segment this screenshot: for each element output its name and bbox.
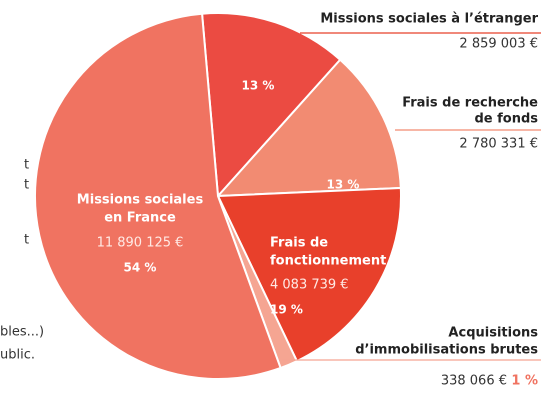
slice-name: Frais de [270, 236, 328, 251]
percent-label: 54 % [124, 261, 157, 275]
slice-name: d’immobilisations brutes [355, 343, 538, 358]
value-label: 338 066 € [441, 374, 507, 389]
value-label: 11 890 125 € [97, 236, 184, 251]
fragment: ublic. [0, 348, 35, 363]
percent-label: 19 % [270, 303, 303, 317]
slice-name: fonctionnement [270, 254, 386, 269]
slice-name: Acquisitions [448, 326, 538, 341]
value-label: 2 780 331 € [459, 137, 538, 152]
percent-label: 1 % [511, 374, 538, 389]
pie-slice [34, 12, 282, 380]
slice-name: de fonds [474, 112, 538, 127]
percent-label: 13 % [327, 178, 360, 192]
pie [34, 12, 402, 380]
fragment: bles...) [0, 325, 44, 340]
fragment: t [24, 233, 29, 248]
fragment: t [24, 158, 29, 173]
percent-label: 13 % [242, 79, 275, 93]
slice-name: en France [104, 211, 176, 226]
value-label: 4 083 739 € [270, 278, 349, 293]
pie-slice [216, 186, 402, 363]
slice-name: Frais de recherche [402, 96, 538, 111]
fragment: t [24, 178, 29, 193]
slice-name: Missions sociales à l’étranger [320, 12, 538, 27]
slice-name: Missions sociales [77, 193, 204, 208]
pie-slice [200, 12, 342, 199]
pie-slice [215, 58, 402, 198]
value-label: 2 859 003 € [459, 37, 538, 52]
